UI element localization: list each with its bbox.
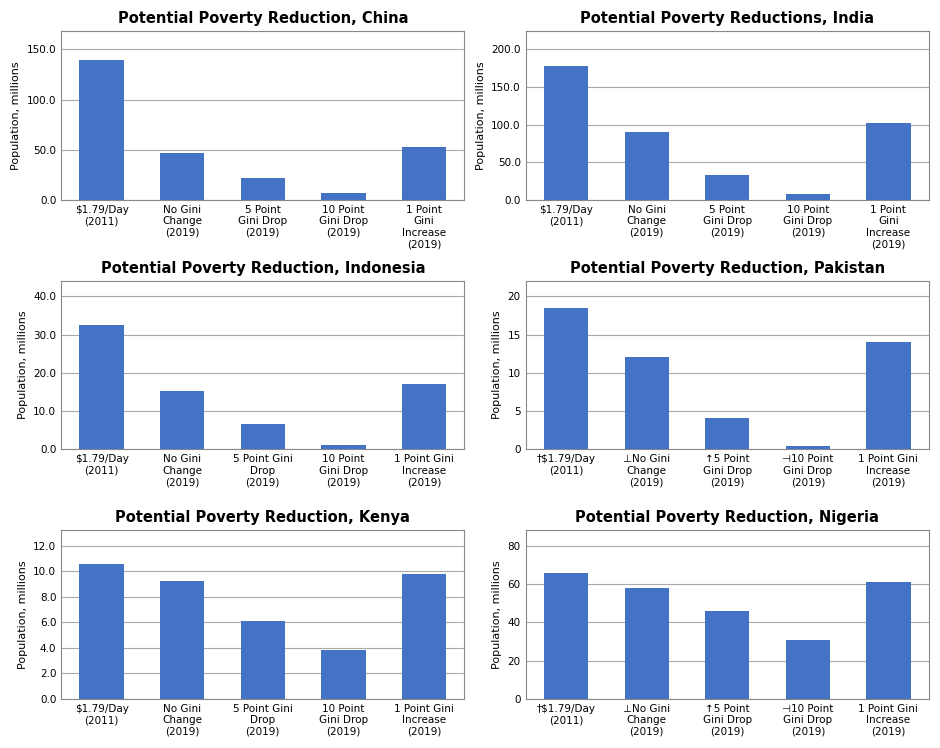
Y-axis label: Population, millions: Population, millions <box>476 61 486 170</box>
Bar <box>241 621 285 699</box>
Bar <box>80 60 124 200</box>
Y-axis label: Population, millions: Population, millions <box>18 560 27 669</box>
Bar <box>544 307 588 450</box>
Bar <box>401 574 446 699</box>
Y-axis label: Population, millions: Population, millions <box>11 61 21 170</box>
Title: Potential Poverty Reductions, India: Potential Poverty Reductions, India <box>580 11 874 26</box>
Bar <box>321 193 366 200</box>
Bar <box>401 147 446 200</box>
Bar <box>867 582 911 699</box>
Y-axis label: Population, millions: Population, millions <box>492 311 502 420</box>
Bar <box>321 445 366 450</box>
Bar <box>80 563 124 699</box>
Bar <box>867 342 911 450</box>
Title: Potential Poverty Reduction, Nigeria: Potential Poverty Reduction, Nigeria <box>575 510 879 525</box>
Bar <box>786 640 830 699</box>
Bar <box>401 384 446 450</box>
Bar <box>160 391 204 450</box>
Title: Potential Poverty Reduction, Pakistan: Potential Poverty Reduction, Pakistan <box>570 260 885 275</box>
Bar <box>867 123 911 200</box>
Bar <box>160 581 204 699</box>
Y-axis label: Population, millions: Population, millions <box>18 311 28 420</box>
Bar <box>624 588 669 699</box>
Bar <box>544 572 588 699</box>
Title: Potential Poverty Reduction, Indonesia: Potential Poverty Reduction, Indonesia <box>101 260 425 275</box>
Title: Potential Poverty Reduction, Kenya: Potential Poverty Reduction, Kenya <box>116 510 410 525</box>
Bar <box>624 132 669 200</box>
Bar <box>321 650 366 699</box>
Bar <box>80 325 124 450</box>
Bar <box>624 358 669 450</box>
Bar <box>705 611 749 699</box>
Bar <box>705 175 749 200</box>
Y-axis label: Population, millions: Population, millions <box>492 560 502 669</box>
Bar <box>241 424 285 450</box>
Bar <box>160 153 204 200</box>
Title: Potential Poverty Reduction, China: Potential Poverty Reduction, China <box>118 11 408 26</box>
Bar <box>786 194 830 200</box>
Bar <box>705 418 749 450</box>
Bar <box>544 66 588 200</box>
Bar <box>241 178 285 200</box>
Bar <box>786 446 830 450</box>
